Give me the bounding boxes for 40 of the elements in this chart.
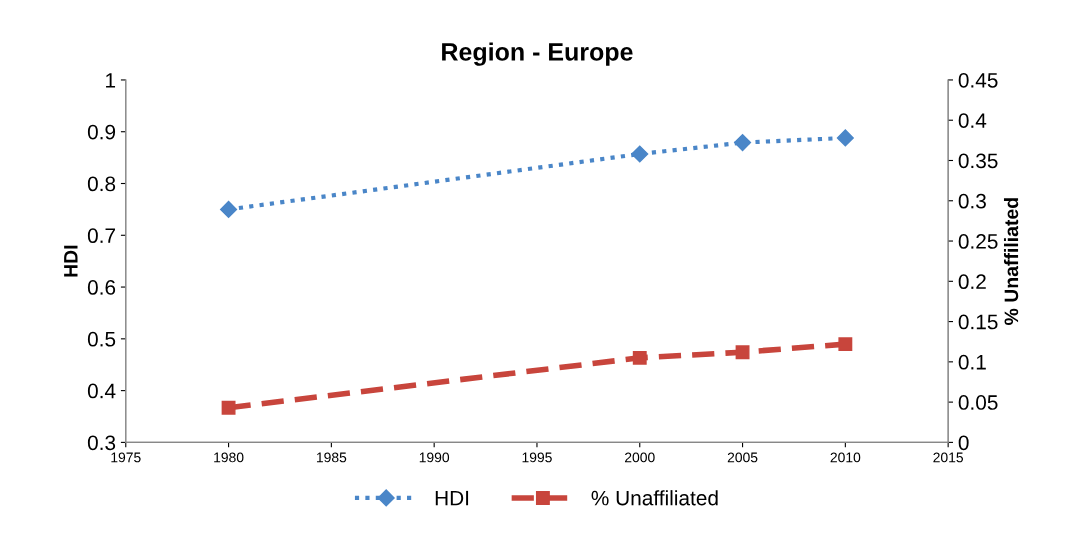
y-tick-label: 1 — [106, 73, 116, 88]
y2-tick-label: 0.25 — [958, 234, 998, 249]
legend-label: % Unaffiliated — [591, 490, 718, 506]
y2-tick-label: 0.15 — [958, 314, 998, 330]
point — [220, 200, 238, 218]
y2-axis-title: % Unaffiliated — [1003, 198, 1019, 325]
x-tick-label: 1985 — [316, 452, 347, 463]
x-tick-label: 1975 — [111, 452, 141, 463]
x-tick-label: 2005 — [727, 452, 758, 463]
x-tick-label: 2010 — [830, 452, 861, 463]
point — [631, 145, 649, 163]
point — [735, 345, 750, 360]
legend-label: HDI — [435, 490, 469, 506]
y2-tick-label: 0.4 — [958, 113, 987, 128]
y2-tick-label: 0.3 — [958, 193, 986, 209]
x-tick-label: 1990 — [419, 452, 450, 463]
y2-tick-label: 0.35 — [958, 153, 998, 169]
y2-tick-label: 0.45 — [958, 72, 998, 88]
point — [838, 337, 853, 352]
y-tick-label: 0.8 — [87, 176, 116, 192]
x-tick-label: 1995 — [522, 452, 552, 463]
y-tick-label: 0.4 — [87, 383, 116, 399]
x-tick-label: 1980 — [214, 452, 244, 463]
point — [734, 134, 752, 152]
chart-title: Region - Europe — [442, 42, 633, 66]
point — [836, 129, 854, 147]
y-tick-label: 0.6 — [87, 280, 116, 295]
y2-tick-label: 0.2 — [958, 274, 986, 290]
x-tick-label: 2015 — [933, 452, 964, 463]
y-tick-label: 0.7 — [87, 228, 116, 244]
point — [221, 400, 236, 415]
y-axis-title: HDI — [64, 245, 78, 277]
y2-tick-label: 0.05 — [958, 395, 998, 410]
y-tick-label: 0.3 — [87, 435, 116, 451]
y2-tick-label: 0.1 — [958, 354, 986, 370]
point — [632, 350, 647, 365]
y-tick-label: 0.5 — [87, 331, 116, 347]
y-tick-label: 0.9 — [87, 124, 116, 140]
x-tick-label: 2000 — [625, 452, 655, 463]
y2-tick-label: 0 — [958, 435, 969, 451]
